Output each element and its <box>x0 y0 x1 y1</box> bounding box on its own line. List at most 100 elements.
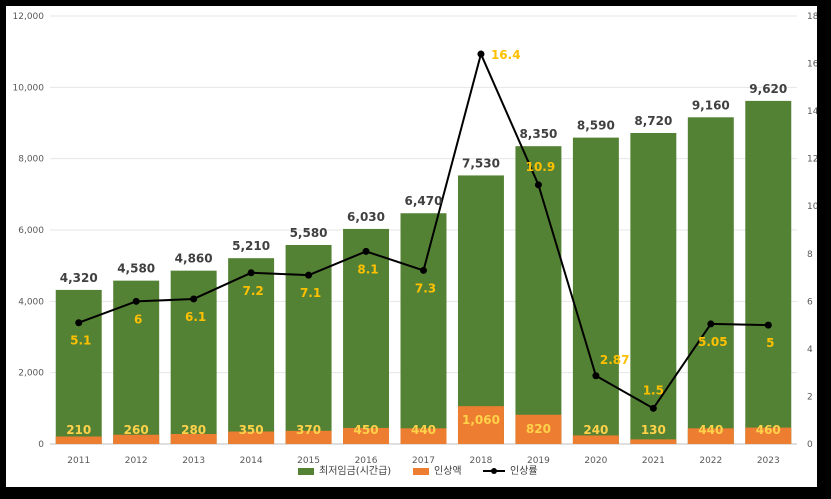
increase-label: 440 <box>698 423 723 437</box>
rate-label: 10.9 <box>526 160 556 174</box>
line-series <box>75 50 772 412</box>
total-label: 8,350 <box>519 127 557 141</box>
increase-label: 440 <box>411 423 436 437</box>
rate-point <box>592 372 600 380</box>
increase-label: 350 <box>239 423 264 437</box>
total-label: 4,320 <box>60 271 98 285</box>
bar-increase <box>572 435 619 444</box>
increase-label: 370 <box>296 423 321 437</box>
rate-label: 8.1 <box>357 262 378 276</box>
x-tick-label: 2020 <box>584 456 607 466</box>
y2-tick-label: 16 <box>807 60 817 70</box>
bar-increase <box>55 436 102 444</box>
rate-label: 16.4 <box>491 48 521 62</box>
rate-label: 7.2 <box>242 284 263 298</box>
bar-total <box>228 258 275 444</box>
total-label: 4,860 <box>175 252 213 266</box>
rate-label: 5.05 <box>698 335 728 349</box>
bar-increase <box>515 414 562 444</box>
bar-total <box>113 280 160 444</box>
y-tick-label: 8,000 <box>18 155 44 165</box>
x-tick-label: 2014 <box>240 456 263 466</box>
y2-tick-label: 12 <box>807 155 817 165</box>
bar-increase <box>687 428 734 444</box>
rate-point <box>707 320 715 328</box>
increase-label: 240 <box>583 423 608 437</box>
x-tick-label: 2022 <box>699 456 722 466</box>
x-tick-label: 2013 <box>182 456 205 466</box>
bar-total <box>343 228 390 444</box>
y2-tick-label: 18 <box>807 12 817 22</box>
data-labels: 4,320 4,580 4,860 5,210 5,580 6,030 6,470 7,530… <box>60 48 788 437</box>
bar-increase <box>630 439 677 444</box>
total-label: 4,580 <box>117 262 155 276</box>
y2-tick-label: 8 <box>807 250 813 260</box>
y2-tick-label: 4 <box>807 345 813 355</box>
x-tick-label: 2011 <box>67 456 90 466</box>
rate-label: 2.87 <box>600 353 630 367</box>
rate-label: 6 <box>134 312 142 326</box>
rate-point <box>132 297 140 305</box>
increase-label: 460 <box>756 423 781 437</box>
bar-increase <box>113 434 160 444</box>
increase-label: 1,060 <box>462 413 500 427</box>
x-tick-label: 2019 <box>527 456 550 466</box>
y-tick-label: 0 <box>38 440 44 450</box>
increase-label: 130 <box>641 423 666 437</box>
total-label: 5,580 <box>290 226 328 240</box>
rate-label: 6.1 <box>185 310 206 324</box>
y2-tick-label: 6 <box>807 297 813 307</box>
rate-point <box>649 404 657 412</box>
rate-label: 5 <box>766 336 774 350</box>
y2-tick-label: 0 <box>807 440 813 450</box>
bar-total <box>515 146 562 444</box>
x-tick-label: 2015 <box>297 456 320 466</box>
rate-label: 7.3 <box>415 281 436 295</box>
y2-tick-label: 14 <box>807 107 817 117</box>
bar-increase <box>170 434 217 444</box>
legend[interactable]: 최저임금(시간급) 인상액 인상률 <box>298 464 538 477</box>
rate-point <box>764 321 772 329</box>
bar-total <box>400 213 447 444</box>
increase-label: 450 <box>354 423 379 437</box>
x-tick-label: 2023 <box>757 456 780 466</box>
y-tick-label: 2,000 <box>18 369 44 379</box>
bar-total <box>630 132 677 444</box>
x-tick-label: 2021 <box>642 456 665 466</box>
rate-point <box>534 181 542 189</box>
bar-increase <box>228 431 275 444</box>
rate-label: 7.1 <box>300 286 321 300</box>
legend-label-total: 최저임금(시간급) <box>319 464 391 477</box>
rate-point <box>362 247 370 255</box>
bar-increase <box>457 406 504 444</box>
total-label: 8,590 <box>577 119 615 133</box>
total-label: 9,620 <box>749 82 787 96</box>
y2-tick-label: 10 <box>807 202 817 212</box>
legend-swatch-increase <box>413 468 429 475</box>
y-axis-right-ticks: 0 2 4 6 8 10 12 14 16 18 <box>807 12 819 450</box>
y-tick-label: 12,000 <box>13 12 45 22</box>
rate-point <box>190 295 198 303</box>
x-tick-label: 2016 <box>355 456 378 466</box>
bar-total <box>745 100 792 445</box>
x-tick-label: 2018 <box>470 456 493 466</box>
x-axis-ticks: 2011 2012 2013 2014 2015 2016 2017 2018 2019 2020… <box>67 456 779 466</box>
total-label: 6,470 <box>405 194 443 208</box>
y-tick-label: 4,000 <box>18 297 44 307</box>
rate-label: 1.5 <box>643 383 664 397</box>
bar-increase <box>343 427 390 444</box>
bar-increase <box>285 430 332 444</box>
y-axis-left-ticks: 0 2,000 4,000 6,000 8,000 10,000 12,000 <box>13 12 45 450</box>
rate-point <box>477 50 485 58</box>
rate-point <box>75 319 83 327</box>
rate-point <box>305 271 313 279</box>
legend-swatch-total <box>298 468 314 475</box>
x-tick-label: 2012 <box>125 456 148 466</box>
bar-total <box>457 175 504 444</box>
chart-panel: 0 2,000 4,000 6,000 8,000 10,000 12,000 0 2 4 6 8 1… <box>6 6 819 487</box>
y-tick-label: 10,000 <box>13 83 45 93</box>
increase-label: 210 <box>66 423 91 437</box>
legend-swatch-rate-point <box>491 468 497 474</box>
legend-label-rate: 인상률 <box>510 465 538 477</box>
